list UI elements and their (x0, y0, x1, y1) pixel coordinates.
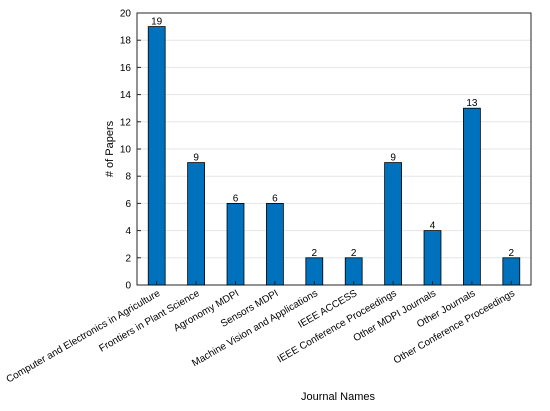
bar (266, 202, 284, 286)
data-label: 2 (351, 248, 357, 259)
bar (463, 107, 481, 286)
y-tick-label: 8 (125, 172, 131, 183)
x-tick-label: Computer and Electronics in Agriculture (5, 288, 163, 386)
bar (305, 257, 324, 286)
data-label: 9 (390, 153, 396, 164)
y-tick-label: 20 (120, 9, 132, 20)
data-label: 6 (272, 193, 278, 204)
data-label: 4 (430, 221, 436, 232)
bar (502, 257, 521, 286)
y-axis-label: # of Papers (104, 120, 116, 177)
x-axis-ticks: Computer and Electronics in AgricultureF… (5, 281, 517, 385)
y-tick-label: 14 (120, 90, 132, 101)
bars (147, 26, 521, 286)
y-tick-label: 0 (125, 281, 131, 292)
x-axis-label: Journal Names (301, 391, 375, 403)
y-tick-label: 16 (120, 63, 132, 74)
data-label: 6 (233, 193, 239, 204)
y-tick-label: 6 (125, 199, 131, 210)
bar (423, 230, 442, 286)
bar (226, 202, 245, 286)
y-tick-label: 12 (120, 117, 132, 128)
bar (344, 257, 363, 286)
data-label: 19 (151, 17, 163, 28)
data-label: 2 (312, 248, 318, 259)
y-tick-label: 10 (120, 145, 132, 156)
y-tick-label: 18 (120, 36, 132, 47)
y-tick-label: 4 (125, 226, 131, 237)
data-label: 2 (509, 248, 515, 259)
data-label: 13 (466, 98, 478, 109)
data-label: 9 (193, 153, 199, 164)
bar (187, 162, 205, 286)
bar (147, 26, 166, 286)
bar (384, 162, 402, 286)
data-labels: 19 9 6 6 2 2 9 4 13 2 (151, 17, 514, 259)
y-axis-ticks: 0 2 4 6 8 10 12 14 16 18 20 (120, 9, 141, 292)
y-tick-label: 2 (125, 253, 131, 264)
